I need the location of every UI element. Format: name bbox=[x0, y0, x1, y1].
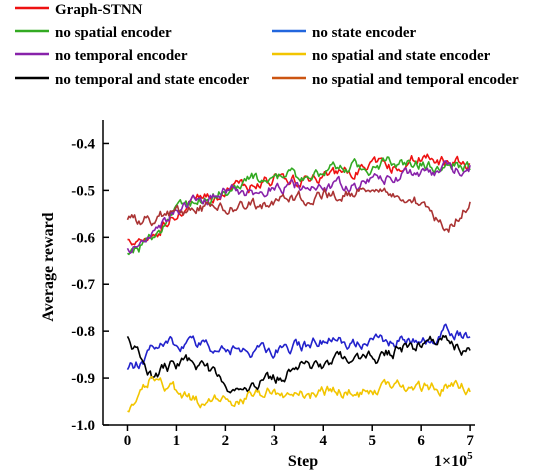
y-ticks: -0.4 -0.5 -0.6 -0.7 -0.8 -0.9 -1.0 bbox=[71, 136, 109, 434]
legend-label: no temporal encoder bbox=[55, 48, 188, 64]
legend-label: no spatial and temporal encoder bbox=[312, 72, 519, 88]
x-tick-label: 2 bbox=[222, 433, 230, 449]
legend-label: Graph-STNN bbox=[55, 2, 143, 18]
series-line bbox=[126, 160, 471, 254]
series-line bbox=[127, 375, 471, 413]
x-tick-label: 6 bbox=[417, 433, 425, 449]
x-axis-multiplier: 1×105 bbox=[434, 450, 473, 470]
x-tick-label: 4 bbox=[320, 433, 328, 449]
y-tick-label: -0.7 bbox=[71, 277, 95, 293]
legend: Graph-STNN no spatial encoder no state enc… bbox=[15, 2, 519, 88]
series-layer bbox=[126, 153, 471, 413]
legend-label: no spatial encoder bbox=[55, 25, 172, 41]
x-tick-label: 5 bbox=[368, 433, 376, 449]
series-line bbox=[126, 323, 471, 370]
x-axis-label: Step bbox=[288, 453, 318, 470]
x-tick-label: 3 bbox=[271, 433, 279, 449]
legend-label: no spatial and state encoder bbox=[312, 48, 491, 64]
y-tick-label: -0.4 bbox=[71, 136, 95, 152]
x-tick-label: 0 bbox=[124, 433, 132, 449]
x-axis-multiplier-exponent: 5 bbox=[467, 450, 473, 462]
y-tick-label: -0.6 bbox=[71, 230, 95, 246]
x-ticks: 0 1 2 3 4 5 6 7 bbox=[124, 425, 474, 449]
axes bbox=[102, 120, 475, 426]
series-line bbox=[126, 334, 471, 394]
y-tick-label: -0.5 bbox=[71, 183, 95, 199]
x-tick-label: 7 bbox=[466, 433, 474, 449]
series-line bbox=[126, 187, 471, 233]
x-tick-label: 1 bbox=[173, 433, 181, 449]
y-tick-label: -1.0 bbox=[71, 418, 95, 434]
x-axis-multiplier-base: 1×10 bbox=[434, 453, 467, 470]
legend-label: no state encoder bbox=[312, 25, 416, 41]
y-tick-label: -0.9 bbox=[71, 371, 95, 387]
y-axis-label: Average reward bbox=[40, 212, 57, 321]
y-tick-label: -0.8 bbox=[71, 324, 95, 340]
legend-label: no temporal and state encoder bbox=[55, 72, 249, 88]
